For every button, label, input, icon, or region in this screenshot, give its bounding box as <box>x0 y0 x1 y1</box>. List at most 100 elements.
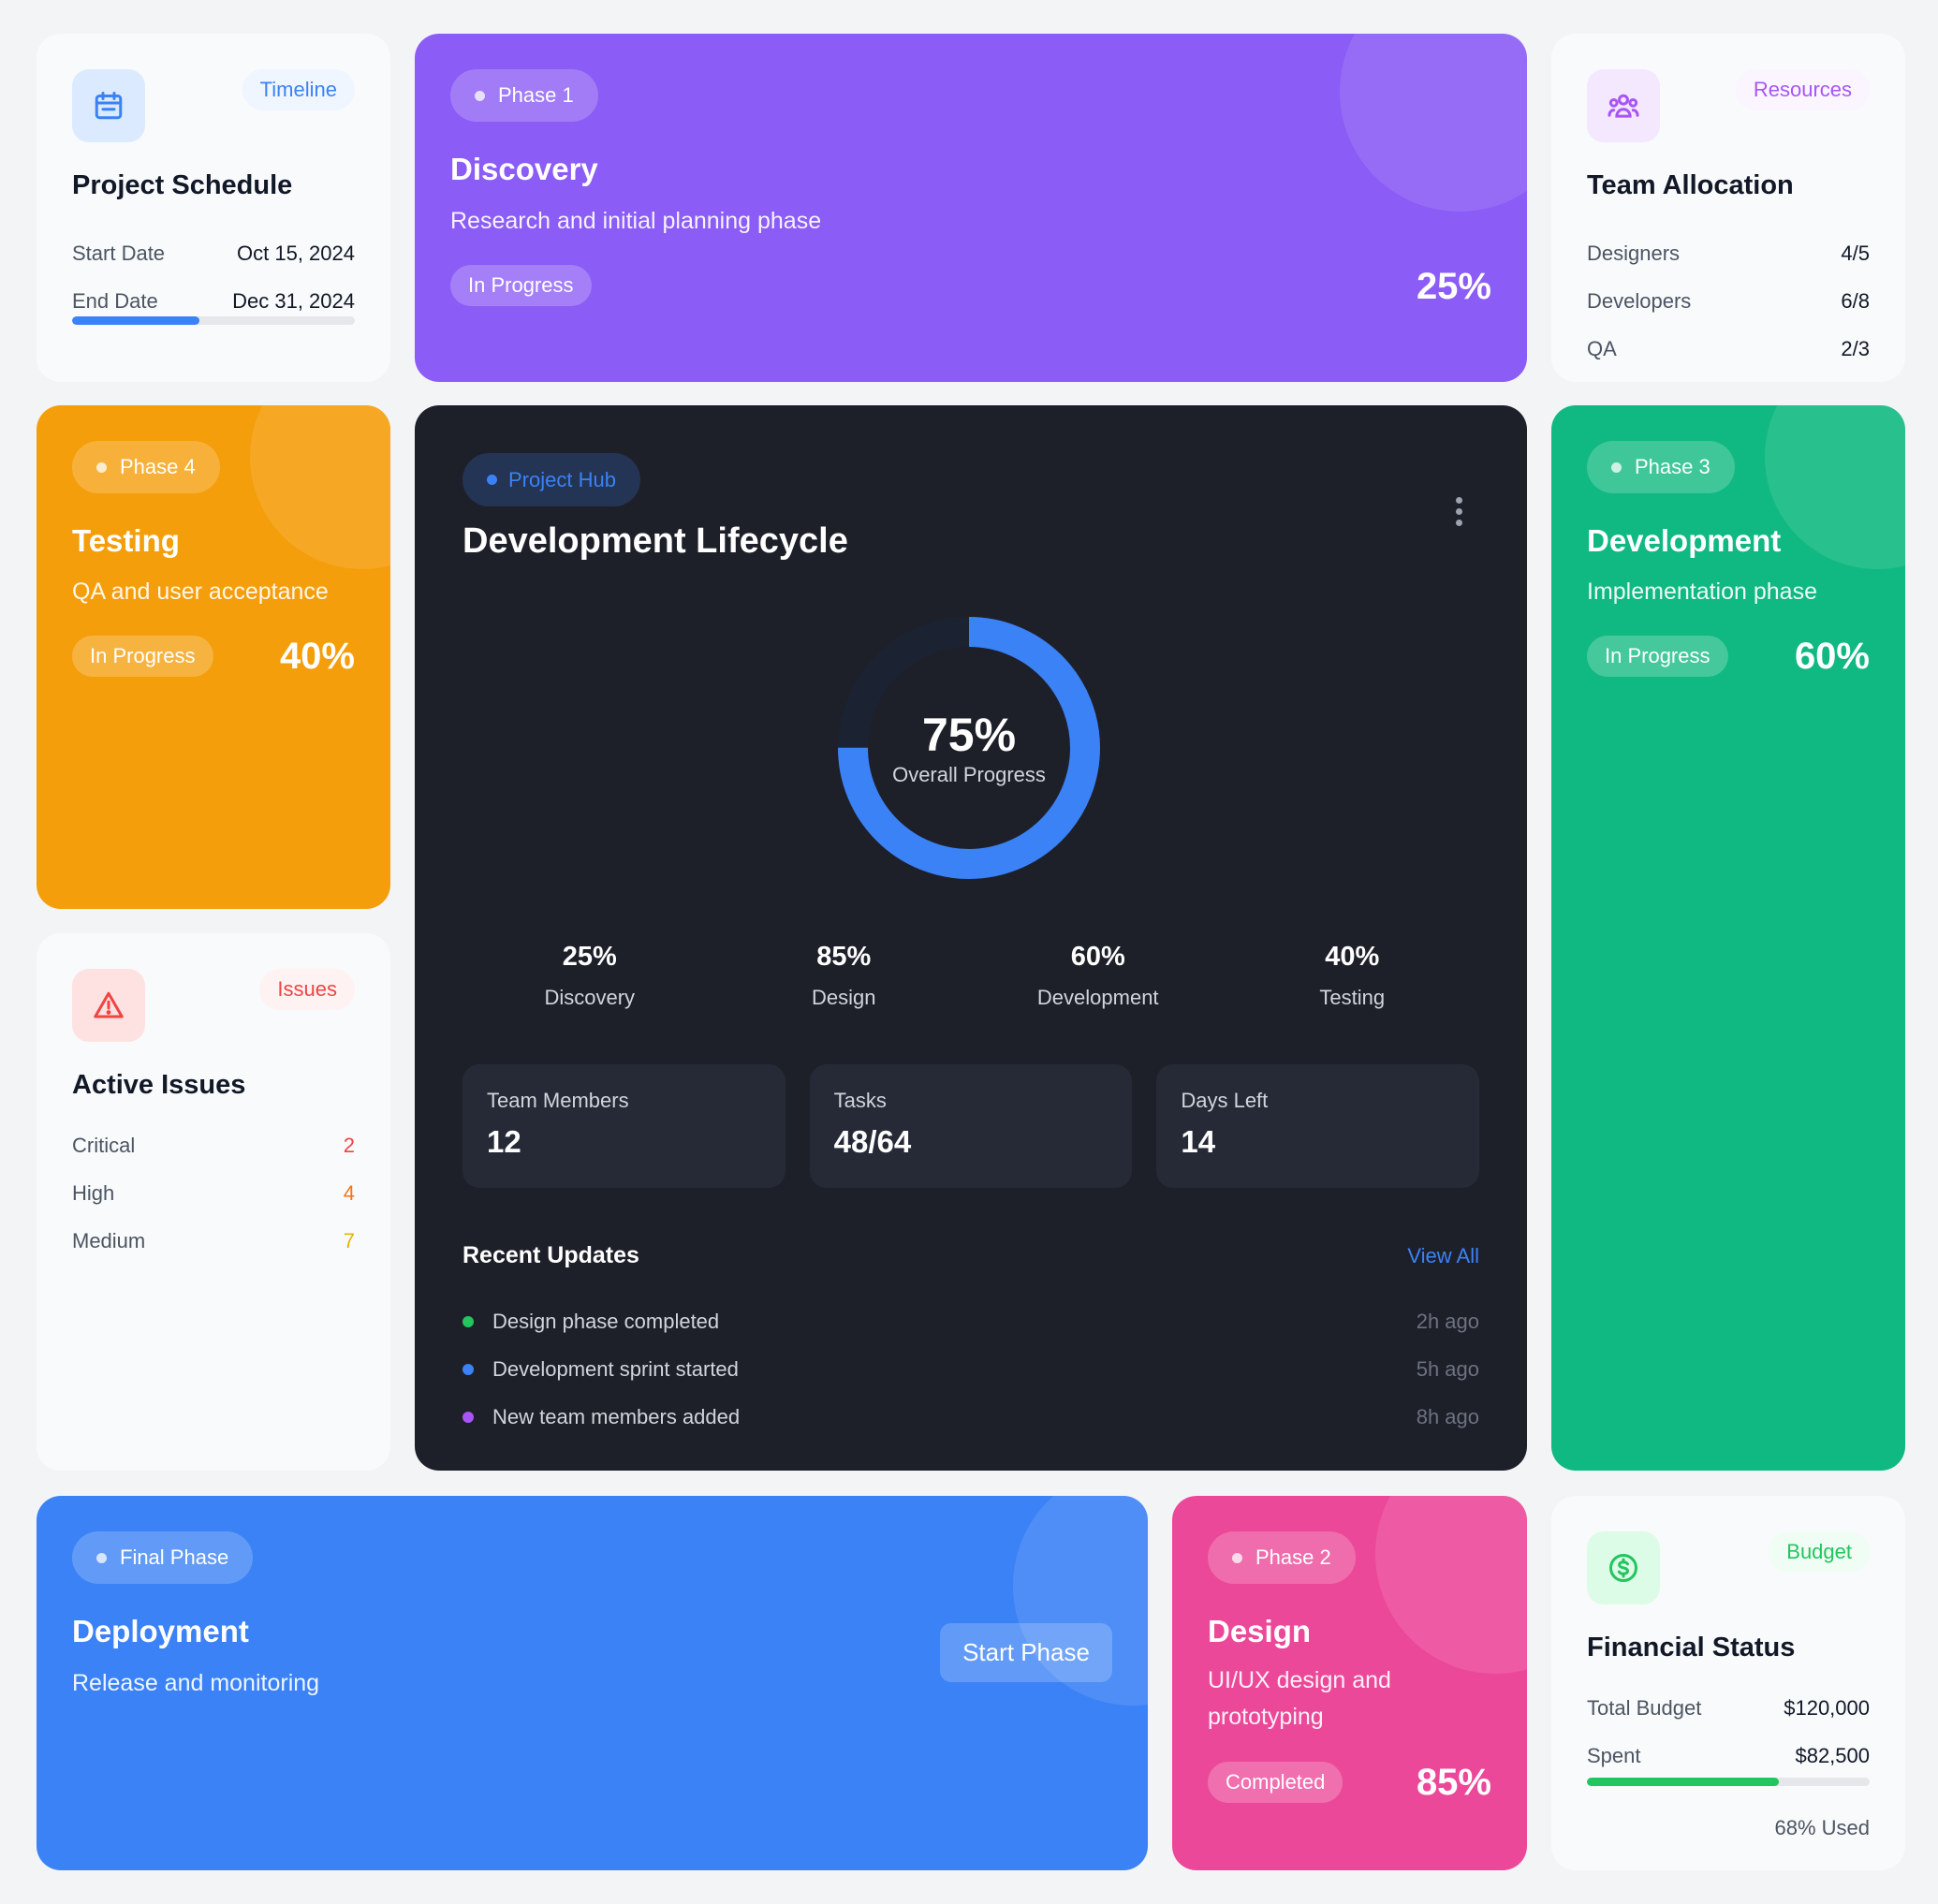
phase-percent: 25% <box>1416 266 1491 307</box>
phase-description: UI/UX design and prototyping <box>1208 1667 1391 1730</box>
spent-value: $82,500 <box>1795 1744 1870 1767</box>
end-date-label: End Date <box>72 289 158 313</box>
budget-card: Budget Financial Status Total Budget $12… <box>1551 1496 1905 1870</box>
card-title: Financial Status <box>1587 1633 1796 1662</box>
phase-pill: Phase 4 <box>72 441 220 493</box>
resource-value: 4/5 <box>1841 242 1870 265</box>
card-title: Team Allocation <box>1587 170 1794 200</box>
phase-title: Development <box>1587 523 1782 558</box>
update-text: New team members added <box>492 1404 741 1428</box>
view-all-link[interactable]: View All <box>1407 1243 1479 1267</box>
issue-row: Critical 2 <box>72 1134 355 1158</box>
warning-icon <box>72 969 145 1042</box>
end-date-value: Dec 31, 2024 <box>232 289 355 313</box>
more-options-icon[interactable] <box>1456 497 1465 526</box>
update-text: Development sprint started <box>492 1356 739 1381</box>
recent-updates-header: Recent Updates View All <box>462 1242 1479 1269</box>
budget-progress-fill <box>1587 1778 1780 1786</box>
budget-progress-bar <box>1587 1778 1870 1786</box>
phase-label: Phase 2 <box>1255 1545 1331 1569</box>
update-time: 8h ago <box>1416 1404 1479 1428</box>
decorative-circle <box>1340 34 1527 212</box>
spent-row: Spent $82,500 <box>1587 1744 1870 1768</box>
overall-progress-ring <box>838 617 1100 879</box>
phase-stat-label: Discovery <box>544 986 636 1009</box>
phase-stat: 25% Discovery <box>462 942 717 1010</box>
status-dot-icon <box>462 1411 474 1423</box>
calendar-icon <box>72 69 145 142</box>
phase-pill: Phase 2 <box>1208 1531 1356 1584</box>
dot-icon <box>1232 1552 1242 1563</box>
status-badge: In Progress <box>72 636 213 677</box>
deployment-card[interactable]: Final Phase Deployment Release and monit… <box>37 1496 1148 1870</box>
overall-caption: Overall Progress <box>892 763 1046 786</box>
recent-updates-list: Design phase completed 2h ago Development… <box>462 1297 1479 1441</box>
issue-count: 7 <box>343 1229 355 1252</box>
stat-boxes: Team Members 12 Tasks 48/64 Days Left 14 <box>462 1064 1480 1188</box>
total-budget-value: $120,000 <box>1784 1696 1870 1720</box>
issue-row: High 4 <box>72 1181 355 1206</box>
phase-percent: 60% <box>1794 636 1870 677</box>
issue-label: Critical <box>72 1134 136 1157</box>
list-item: Development sprint started 5h ago <box>462 1345 1479 1393</box>
end-date-row: End Date Dec 31, 2024 <box>72 289 355 314</box>
timeline-progress-bar <box>72 316 355 325</box>
resources-card: Resources Team Allocation Designers 4/5 … <box>1551 34 1905 382</box>
development-card[interactable]: Phase 3 Development Implementation phase… <box>1551 405 1905 1471</box>
stat-value: 12 <box>487 1124 521 1159</box>
design-card[interactable]: Phase 2 Design UI/UX design and prototyp… <box>1172 1496 1527 1870</box>
discovery-card[interactable]: Phase 1 Discovery Research and initial p… <box>415 34 1527 382</box>
status-badge: In Progress <box>1587 636 1728 677</box>
phase-stat-value: 85% <box>816 942 872 972</box>
phase-percent: 85% <box>1416 1762 1491 1803</box>
dot-icon <box>96 1552 107 1563</box>
phase-stat: 40% Testing <box>1226 942 1480 1010</box>
phase-stat: 85% Design <box>717 942 972 1010</box>
phase-stat-label: Development <box>1036 986 1159 1009</box>
phase-stat-value: 40% <box>1325 942 1380 972</box>
testing-card[interactable]: Phase 4 Testing QA and user acceptance I… <box>37 405 390 909</box>
phase-title: Deployment <box>72 1614 249 1648</box>
spent-label: Spent <box>1587 1744 1641 1767</box>
issue-label: High <box>72 1181 115 1205</box>
overall-progress-label: 75% Overall Progress <box>838 709 1100 787</box>
stat-label: Days Left <box>1181 1089 1269 1112</box>
dollar-icon <box>1587 1531 1660 1604</box>
phase-stat-value: 25% <box>562 942 617 972</box>
phase-title: Testing <box>72 523 180 558</box>
phase-percent: 40% <box>279 636 355 677</box>
total-budget-row: Total Budget $120,000 <box>1587 1696 1870 1721</box>
overall-percent: 75% <box>921 709 1017 761</box>
start-phase-button[interactable]: Start Phase <box>940 1623 1112 1682</box>
resource-label: QA <box>1587 337 1617 360</box>
dot-icon <box>475 90 485 101</box>
overall-progress-arc <box>838 617 1100 879</box>
decorative-circle <box>1765 405 1905 569</box>
phase-description: Research and initial planning phase <box>450 208 822 234</box>
issues-card: Issues Active Issues Critical 2 High 4 M… <box>37 933 390 1471</box>
decorative-circle <box>1375 1496 1527 1674</box>
phase-label: Phase 4 <box>120 455 196 478</box>
dot-icon <box>1611 461 1622 473</box>
stat-value: 48/64 <box>833 1124 912 1159</box>
resource-label: Developers <box>1587 289 1692 313</box>
status-badge: Completed <box>1208 1762 1343 1803</box>
resource-label: Designers <box>1587 242 1681 265</box>
project-hub-card: Project Hub Development Lifecycle 75% Ov… <box>415 405 1527 1471</box>
timeline-tag: Timeline <box>242 69 355 110</box>
resource-value: 6/8 <box>1841 289 1870 313</box>
hub-title: Development Lifecycle <box>462 521 848 561</box>
phase-title: Design <box>1208 1614 1312 1648</box>
issues-tag: Issues <box>259 969 355 1010</box>
phase-description: QA and user acceptance <box>72 579 329 605</box>
resource-value: 2/3 <box>1841 337 1870 360</box>
status-badge: In Progress <box>450 265 592 306</box>
timeline-progress-fill <box>72 316 199 325</box>
decorative-circle <box>250 405 390 569</box>
update-text: Design phase completed <box>492 1309 720 1333</box>
issue-row: Medium 7 <box>72 1229 355 1253</box>
resource-row: Developers 6/8 <box>1587 289 1870 314</box>
dot-icon <box>96 461 107 473</box>
phase-stat-label: Design <box>812 986 876 1009</box>
stat-value: 14 <box>1181 1124 1216 1159</box>
